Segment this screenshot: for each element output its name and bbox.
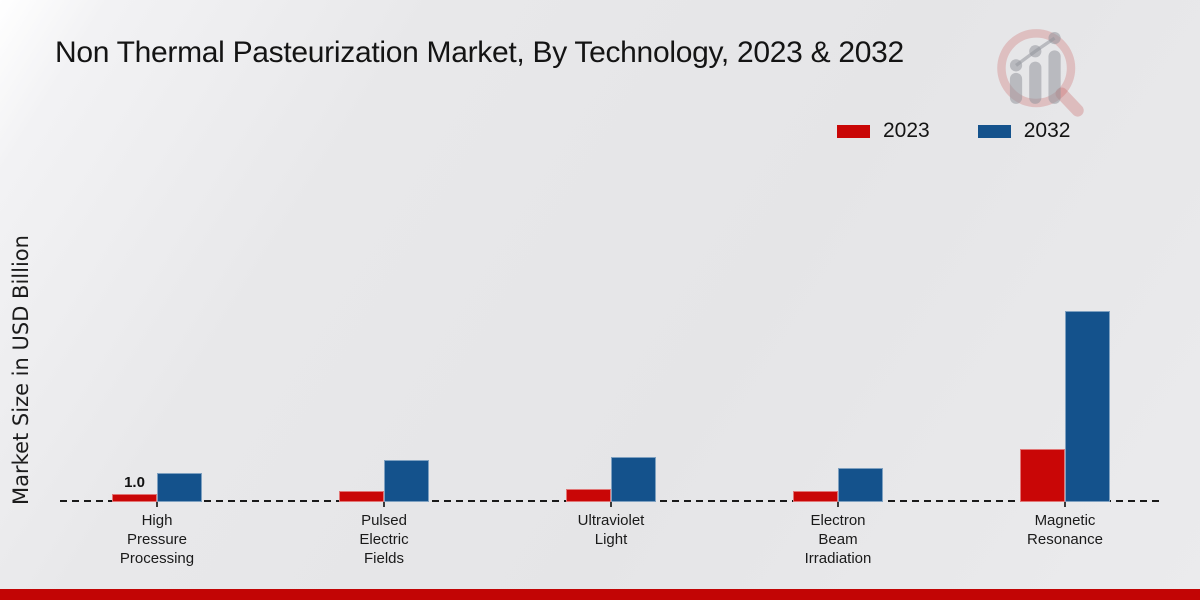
bar-value-label: 1.0 xyxy=(124,473,145,491)
chart-title: Non Thermal Pasteurization Market, By Te… xyxy=(55,36,904,69)
x-axis-tick xyxy=(156,502,158,507)
legend-swatch-2023 xyxy=(837,124,870,138)
bar-2032-ultraviolet-light xyxy=(611,456,656,502)
legend-label: 2032 xyxy=(1023,119,1071,142)
market-research-future-logo-watermark xyxy=(997,29,1084,117)
category-label-high-pressure-processing: High Pressure Processing xyxy=(119,512,195,567)
bar-2023-pulsed-electric-fields xyxy=(339,490,384,502)
x-axis-tick xyxy=(1064,502,1066,507)
bar-2032-electron-beam-irradiation xyxy=(838,468,883,502)
bar-2023-magnetic-resonance xyxy=(1020,449,1065,502)
bar-2023-high-pressure-processing xyxy=(112,493,157,502)
x-axis-tick xyxy=(610,502,612,507)
bar-2032-pulsed-electric-fields xyxy=(384,459,429,502)
growth-bars-icon xyxy=(1009,31,1061,104)
category-label-ultraviolet-light: Ultraviolet Light xyxy=(577,512,645,548)
legend-item-2032: 2032 xyxy=(977,119,1071,143)
legend-item-2023: 2023 xyxy=(837,119,930,143)
footer-accent-strip xyxy=(0,589,1200,600)
legend-swatch-2032 xyxy=(977,124,1011,138)
bar-2023-electron-beam-irradiation xyxy=(793,491,838,502)
category-label-electron-beam-irradiation: Electron Beam Irradiation xyxy=(804,512,872,567)
x-axis-tick xyxy=(837,502,839,507)
bar-2032-magnetic-resonance xyxy=(1065,310,1110,502)
chart-legend: 2023 2032 xyxy=(837,119,1070,143)
category-label-pulsed-electric-fields: Pulsed Electric Fields xyxy=(359,512,409,567)
legend-label: 2023 xyxy=(883,119,930,142)
bar-2023-ultraviolet-light xyxy=(566,489,611,502)
category-label-magnetic-resonance: Magnetic Resonance xyxy=(1027,512,1103,548)
bar-2032-high-pressure-processing xyxy=(157,473,202,502)
x-axis-tick xyxy=(383,502,385,507)
